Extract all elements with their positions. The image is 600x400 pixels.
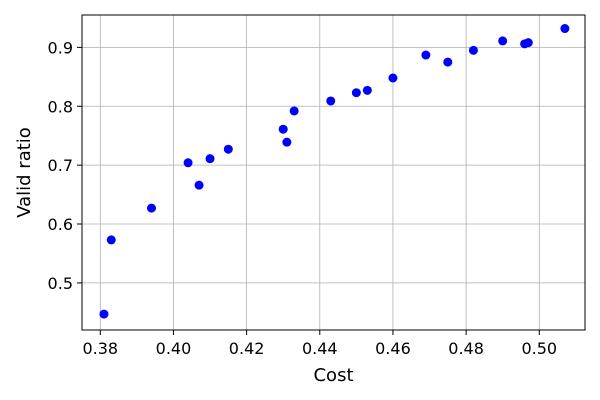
scatter-point — [388, 73, 398, 83]
x-tick-label: 0.44 — [302, 339, 338, 358]
scatter-point — [183, 158, 193, 168]
points-layer — [99, 24, 570, 319]
scatter-point — [147, 203, 157, 213]
x-axis-ticks: 0.38 0.40 0.42 0.44 0.46 0.48 0.50 — [82, 330, 557, 358]
x-axis-label: Cost — [313, 365, 353, 386]
y-tick-label: 0.5 — [48, 274, 73, 293]
scatter-point — [560, 24, 570, 34]
scatter-point — [421, 50, 431, 60]
x-tick-label: 0.38 — [82, 339, 118, 358]
scatter-point — [106, 235, 116, 245]
scatter-point — [443, 57, 453, 67]
scatter-point — [289, 106, 299, 116]
scatter-point — [351, 88, 361, 98]
scatter-point — [282, 137, 292, 147]
x-tick-label: 0.42 — [229, 339, 265, 358]
scatter-point — [362, 85, 372, 95]
scatter-point — [205, 154, 215, 164]
scatter-point — [99, 309, 109, 319]
y-tick-label: 0.9 — [48, 38, 73, 57]
plot-frame — [81, 14, 586, 331]
scatter-point — [498, 36, 508, 46]
y-axis-label: Valid ratio — [14, 127, 35, 218]
y-axis-ticks: 0.5 0.6 0.7 0.8 0.9 — [48, 38, 82, 293]
x-tick-label: 0.48 — [448, 339, 484, 358]
scatter-point — [523, 38, 533, 48]
y-tick-label: 0.7 — [48, 156, 73, 175]
scatter-point — [223, 144, 233, 154]
y-tick-label: 0.8 — [48, 97, 73, 116]
y-tick-label: 0.6 — [48, 215, 73, 234]
scatter-point — [326, 96, 336, 106]
x-tick-label: 0.40 — [156, 339, 192, 358]
scatter-point — [468, 45, 478, 55]
x-tick-label: 0.50 — [521, 339, 557, 358]
scatter-point — [278, 124, 288, 134]
grid-layer — [82, 15, 585, 330]
scatter-point — [194, 180, 204, 190]
x-tick-label: 0.46 — [375, 339, 411, 358]
